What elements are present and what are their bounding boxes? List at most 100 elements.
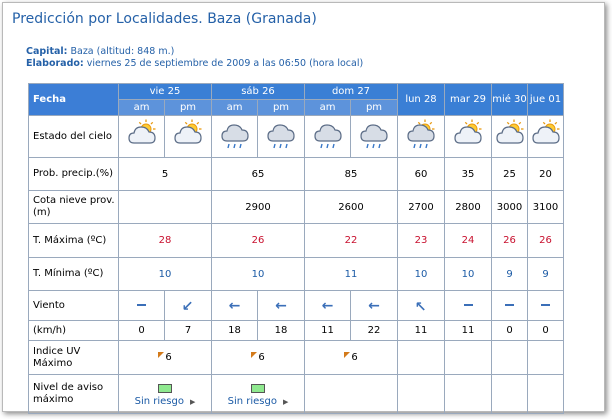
prob-value: 85 xyxy=(304,157,398,191)
uv-cell: 6 xyxy=(118,340,212,375)
prob-value: 60 xyxy=(397,157,445,191)
uv-row: Indice UV Máximo 6 6 6 xyxy=(28,340,564,375)
day-header: sáb 26 xyxy=(211,83,305,100)
am-header: am xyxy=(304,99,351,116)
aviso-cell[interactable]: Sin riesgo ▶ xyxy=(118,374,212,414)
sky-cell xyxy=(527,115,564,158)
elaborado-value: viernes 25 de septiembre de 2009 a las 0… xyxy=(86,58,364,69)
wind-speed: 7 xyxy=(164,320,212,341)
row-label-prob: Prob. precip.(%) xyxy=(28,157,119,191)
arrow-west-icon: ← xyxy=(228,297,241,314)
uv-cell xyxy=(444,340,492,375)
uv-flag-icon xyxy=(158,352,165,358)
sun-cloud-rain-icon xyxy=(404,119,438,154)
tmax-value: 26 xyxy=(527,223,564,258)
tmin-value: 10 xyxy=(397,257,445,291)
wind-cell: → xyxy=(397,290,445,321)
wind-cell xyxy=(491,290,528,321)
fecha-header: Fecha xyxy=(28,83,119,116)
wind-cell xyxy=(527,290,564,321)
triangle-right-icon: ▶ xyxy=(282,398,289,406)
aviso-link[interactable]: Sin riesgo xyxy=(227,396,277,407)
sun-cloud-icon xyxy=(493,119,527,154)
arrow-southwest-icon: → xyxy=(411,295,431,316)
cloud-rain-icon xyxy=(311,119,345,154)
wind-cell: ← xyxy=(211,290,258,321)
sky-cell xyxy=(211,115,258,158)
aviso-cell xyxy=(304,374,398,414)
cloud-rain-icon xyxy=(357,119,391,154)
aviso-link[interactable]: Sin riesgo xyxy=(134,396,184,407)
uv-cell xyxy=(397,340,445,375)
wind-cell: ← xyxy=(164,290,212,321)
row-label-tmax: T. Máxima (ºC) xyxy=(28,223,119,258)
capital-line: Capital: Baza (altitud: 848 m.) xyxy=(26,46,174,57)
forecast-table: Fecha vie 25 sáb 26 dom 27 lun 28 mar 29… xyxy=(28,83,564,414)
forecast-panel: Predicción por Localidades. Baza (Granad… xyxy=(2,2,605,414)
row-label-kmh: (km/h) xyxy=(28,320,119,341)
tmax-value: 24 xyxy=(444,223,492,258)
sky-cell xyxy=(350,115,398,158)
aviso-cell xyxy=(491,374,528,414)
row-label-cota: Cota nieve prov.(m) xyxy=(28,190,119,224)
sky-cell xyxy=(118,115,165,158)
aviso-level-swatch xyxy=(158,384,172,393)
uv-value: 6 xyxy=(165,352,172,363)
cota-value: 2800 xyxy=(444,190,492,224)
wind-speed: 22 xyxy=(350,320,398,341)
tmax-value: 26 xyxy=(491,223,528,258)
sky-cell xyxy=(491,115,528,158)
sun-cloud-icon xyxy=(451,119,485,154)
day-header: mié 30 xyxy=(491,83,528,116)
uv-cell: 6 xyxy=(211,340,305,375)
tmax-value: 22 xyxy=(304,223,398,258)
pm-header: pm xyxy=(164,99,212,116)
aviso-cell xyxy=(527,374,564,414)
day-header: dom 27 xyxy=(304,83,398,100)
prob-value: 35 xyxy=(444,157,492,191)
arrow-west-icon: ← xyxy=(275,297,287,314)
uv-cell xyxy=(527,340,564,375)
aviso-cell xyxy=(444,374,492,414)
pm-header: pm xyxy=(257,99,305,116)
sky-cell xyxy=(164,115,212,158)
wind-speed: 0 xyxy=(527,320,564,341)
aviso-cell xyxy=(397,374,445,414)
sky-cell xyxy=(257,115,305,158)
wind-speed: 11 xyxy=(397,320,445,341)
cloud-rain-icon xyxy=(264,119,298,154)
am-header: am xyxy=(118,99,165,116)
cota-value: 2700 xyxy=(397,190,445,224)
sky-cell xyxy=(397,115,445,158)
arrow-northwest-icon: ← xyxy=(178,295,198,316)
sun-cloud-icon xyxy=(529,119,563,154)
tmin-value: 9 xyxy=(491,257,528,291)
wind-cell xyxy=(118,290,165,321)
calm-icon xyxy=(541,304,550,306)
day-header: vie 25 xyxy=(118,83,212,100)
wind-speed: 11 xyxy=(304,320,351,341)
aviso-level-swatch xyxy=(251,384,265,393)
cota-value: 3000 xyxy=(491,190,528,224)
cloud-rain-icon xyxy=(218,119,252,154)
day-header: mar 29 xyxy=(444,83,492,116)
uv-cell xyxy=(491,340,528,375)
aviso-cell[interactable]: Sin riesgo ▶ xyxy=(211,374,305,414)
capital-label: Capital: xyxy=(26,46,68,57)
arrow-west-icon: ← xyxy=(368,297,380,314)
uv-value: 6 xyxy=(351,352,358,363)
row-label-uv: Indice UV Máximo xyxy=(28,340,119,375)
tmax-row: T. Máxima (ºC) 28 26 22 23 24 26 26 xyxy=(28,223,564,258)
pm-header: pm xyxy=(350,99,398,116)
capital-value: Baza (altitud: 848 m.) xyxy=(70,46,175,57)
tmin-value: 10 xyxy=(118,257,212,291)
sun-cloud-icon xyxy=(125,119,159,154)
triangle-right-icon: ▶ xyxy=(189,398,196,406)
prob-value: 25 xyxy=(491,157,528,191)
prob-value: 5 xyxy=(118,157,212,191)
wind-cell xyxy=(444,290,492,321)
row-label-estado: Estado del cielo xyxy=(28,115,119,158)
page-title: Predicción por Localidades. Baza (Granad… xyxy=(12,11,317,27)
tmax-value: 28 xyxy=(118,223,212,258)
row-label-viento: Viento xyxy=(28,290,119,321)
